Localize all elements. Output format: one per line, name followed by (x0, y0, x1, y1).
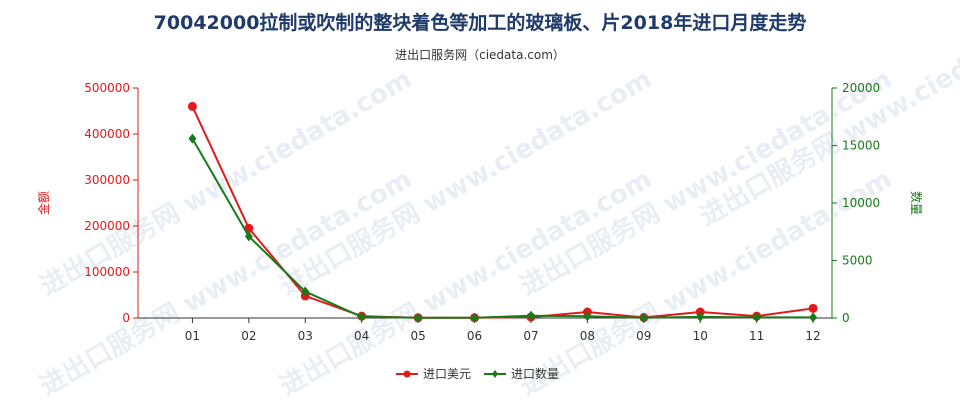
x-tick-label: 03 (298, 329, 313, 343)
data-point-amount (187, 101, 197, 111)
right-tick-label: 20000 (842, 81, 880, 95)
x-tick-label: 07 (523, 329, 538, 343)
chart-title: 70042000拉制或吹制的整块着色等加工的玻璃板、片2018年进口月度走势 (153, 12, 807, 34)
legend-marker-amount (403, 370, 411, 378)
x-tick-label: 11 (749, 329, 764, 343)
x-tick-label: 06 (467, 329, 482, 343)
x-tick-label: 12 (805, 329, 820, 343)
legend-marker-quantity (492, 370, 498, 378)
x-tick-label: 10 (693, 329, 708, 343)
chart-subtitle: 进出口服务网（ciedata.com） (395, 48, 565, 62)
data-point-quantity (639, 312, 648, 323)
data-point-quantity (696, 311, 705, 322)
x-tick-label: 05 (410, 329, 425, 343)
data-point-quantity (752, 312, 761, 323)
x-tick-label: 02 (241, 329, 256, 343)
right-tick-label: 15000 (842, 139, 880, 153)
data-point-amount (808, 303, 818, 313)
left-tick-label: 400000 (84, 127, 130, 141)
legend-label-quantity: 进口数量 (511, 366, 559, 381)
x-tick-label: 01 (185, 329, 200, 343)
data-point-quantity (809, 312, 818, 323)
left-tick-label: 200000 (84, 219, 130, 233)
x-tick-label: 04 (354, 329, 369, 343)
data-point-quantity (470, 312, 479, 323)
right-tick-label: 5000 (842, 254, 873, 268)
legend-label-amount: 进口美元 (423, 367, 471, 381)
left-tick-label: 300000 (84, 173, 130, 187)
data-point-quantity (583, 311, 592, 322)
x-tick-label: 09 (636, 329, 651, 343)
data-point-quantity (301, 286, 310, 297)
series-line-quantity (191, 138, 814, 319)
left-tick-label: 0 (122, 311, 130, 325)
left-tick-label: 100000 (84, 265, 130, 279)
data-point-quantity (357, 311, 366, 322)
right-tick-label: 10000 (842, 196, 880, 210)
left-axis-label: 金额 (36, 191, 51, 215)
right-axis-label: 数量 (909, 191, 924, 215)
left-tick-label: 500000 (84, 81, 130, 95)
data-point-quantity (414, 312, 423, 323)
data-point-quantity (244, 231, 253, 242)
data-point-quantity (188, 133, 197, 144)
x-tick-label: 08 (580, 329, 595, 343)
data-point-quantity (526, 310, 535, 321)
right-tick-label: 0 (842, 311, 850, 325)
